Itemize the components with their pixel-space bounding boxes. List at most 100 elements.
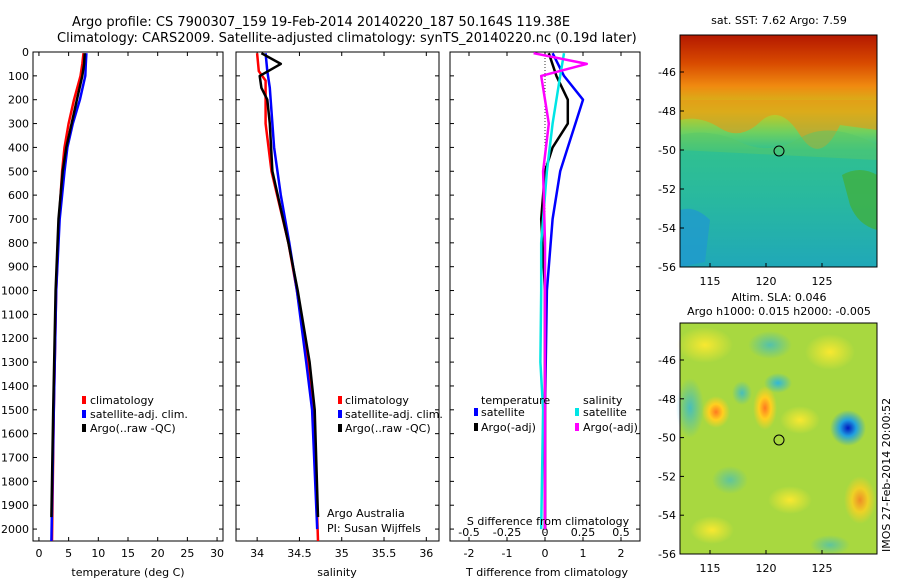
sla-blob [676, 378, 704, 438]
salinity-xlabel: salinity [317, 566, 357, 579]
sst-map-frame [679, 34, 878, 268]
x-tick-label: 1 [580, 547, 587, 560]
map-y-tick-label: -52 [658, 183, 676, 196]
map-x-tick-label: 120 [756, 562, 777, 575]
difference-legend: temperature salinity satellite Argo(-adj… [474, 394, 638, 434]
map-y-tick-label: -54 [658, 509, 676, 522]
temperature-xlabel: temperature (deg C) [71, 566, 184, 579]
depth-tick-label: 1500 [1, 404, 29, 417]
depth-tick-label: 1300 [1, 356, 29, 369]
series-group [255, 52, 320, 541]
salinity-axes [235, 51, 440, 542]
series-group [533, 52, 589, 530]
x-tick-label: 0 [542, 547, 549, 560]
sla-blob [748, 331, 792, 359]
sla-blob [753, 386, 777, 430]
legend-climatology: climatology [345, 394, 409, 407]
series-line [264, 53, 319, 530]
top-x-tick-label: 0.5 [612, 526, 630, 539]
figure-title-line2: Climatology: CARS2009. Satellite-adjuste… [57, 31, 637, 46]
map-y-tick-label: -46 [658, 354, 676, 367]
depth-tick-label: 200 [8, 94, 29, 107]
x-tick-label: 30 [210, 547, 224, 560]
map-y-tick-label: -52 [658, 470, 676, 483]
legend-title-salinity: salinity [583, 394, 623, 407]
x-tick-label: 35 [335, 547, 349, 560]
sst-map-axes: 115 120 125 -46 -48 -50 -52 -54 -56 [658, 66, 832, 288]
map-y-tick-label: -56 [658, 548, 676, 561]
depth-tick-label: 600 [8, 189, 29, 202]
sst-front-mid [680, 130, 877, 160]
x-tick-label: 34 [250, 547, 264, 560]
annotation-argo-australia: Argo Australia [327, 507, 405, 520]
sst-map-title: sat. SST: 7.62 Argo: 7.59 [711, 14, 847, 27]
figure-title-line1: Argo profile: CS 7900307_159 19-Feb-2014… [72, 15, 570, 30]
sla-map-axes: 115 120 125 -46 -48 -50 -52 -54 -56 [658, 354, 832, 575]
x-tick-label: 15 [121, 547, 135, 560]
map-y-tick-label: -54 [658, 222, 676, 235]
difference-panel: -2 -1 0 1 2-0.5 -0.25 0 0.25 0.5 [458, 52, 630, 560]
x-tick-label: 20 [151, 547, 165, 560]
depth-tick-label: 800 [8, 237, 29, 250]
sla-blob [780, 406, 820, 434]
sst-green-patch [842, 170, 877, 230]
legend-marker-salinity-argo [575, 423, 579, 431]
series-line [255, 53, 320, 541]
sst-blue-patch [680, 208, 710, 267]
map-y-tick-label: -48 [658, 393, 676, 406]
sla-blob [764, 373, 792, 393]
legend-marker-temperature-satellite [474, 408, 478, 416]
depth-tick-label: 2000 [1, 523, 29, 536]
sla-blob [677, 327, 733, 363]
sla-blob [732, 381, 752, 405]
depth-axis: 0 100 200 300 400 500 600 700 800 900 1000 1100 1200… [1, 46, 640, 536]
temperature-axes [32, 51, 224, 542]
depth-tick-label: 1800 [1, 475, 29, 488]
series-line [50, 53, 86, 518]
legend-marker-satellite [338, 410, 342, 418]
depth-tick-label: 700 [8, 213, 29, 226]
x-tick-label: 2 [618, 547, 625, 560]
depth-tick-label: 1100 [1, 308, 29, 321]
sla-blob [712, 466, 748, 494]
sla-blob [830, 410, 866, 446]
footer-timestamp: IMOS 27-Feb-2014 20:00:52 [880, 398, 893, 552]
depth-tick-label: 0 [22, 46, 29, 59]
x-tick-label: 36 [419, 547, 433, 560]
series-line [533, 52, 589, 530]
map-y-tick-label: -46 [658, 66, 676, 79]
sst-map [679, 34, 878, 268]
depth-tick-label: 100 [8, 70, 29, 83]
sla-blob [805, 334, 855, 370]
depth-tick-label: 400 [8, 141, 29, 154]
depth-tick-label: 1000 [1, 285, 29, 298]
salinity-panel: 34 34.5 35 35.5 36 [250, 52, 433, 560]
difference-top-xlabel: S difference from climatology [467, 515, 630, 528]
top-x-tick-label: -0.25 [493, 526, 521, 539]
sla-blob [702, 396, 730, 428]
x-tick-label: 10 [91, 547, 105, 560]
legend-temperature-satellite: satellite [481, 406, 525, 419]
sla-blob [690, 516, 734, 544]
series-line [258, 52, 320, 518]
temperature-panel: 0 5 10 15 20 25 30 [35, 52, 224, 560]
x-tick-label: 34.5 [287, 547, 312, 560]
argo-location-marker [773, 434, 785, 446]
sla-blob [844, 476, 876, 524]
temperature-legend: climatology satellite-adj. clim. Argo(..… [82, 394, 188, 435]
legend-salinity-satellite: satellite [583, 406, 627, 419]
legend-marker-climatology [338, 396, 342, 404]
legend-marker-salinity-satellite [575, 408, 579, 416]
sla-blob [810, 535, 850, 555]
depth-tick-label: 1900 [1, 499, 29, 512]
x-tick-label: 35.5 [372, 547, 397, 560]
legend-argo: Argo(..raw -QC) [90, 422, 176, 435]
salinity-legend: climatology satellite-adj. clim. Argo(..… [327, 394, 443, 535]
depth-tick-label: 300 [8, 118, 29, 131]
difference-xlabel: T difference from climatology [465, 566, 628, 579]
sla-map-title-line1: Altim. SLA: 0.046 [731, 291, 826, 304]
legend-title-temperature: temperature [481, 394, 550, 407]
map-y-tick-label: -48 [658, 105, 676, 118]
sla-map-frame [679, 322, 878, 555]
